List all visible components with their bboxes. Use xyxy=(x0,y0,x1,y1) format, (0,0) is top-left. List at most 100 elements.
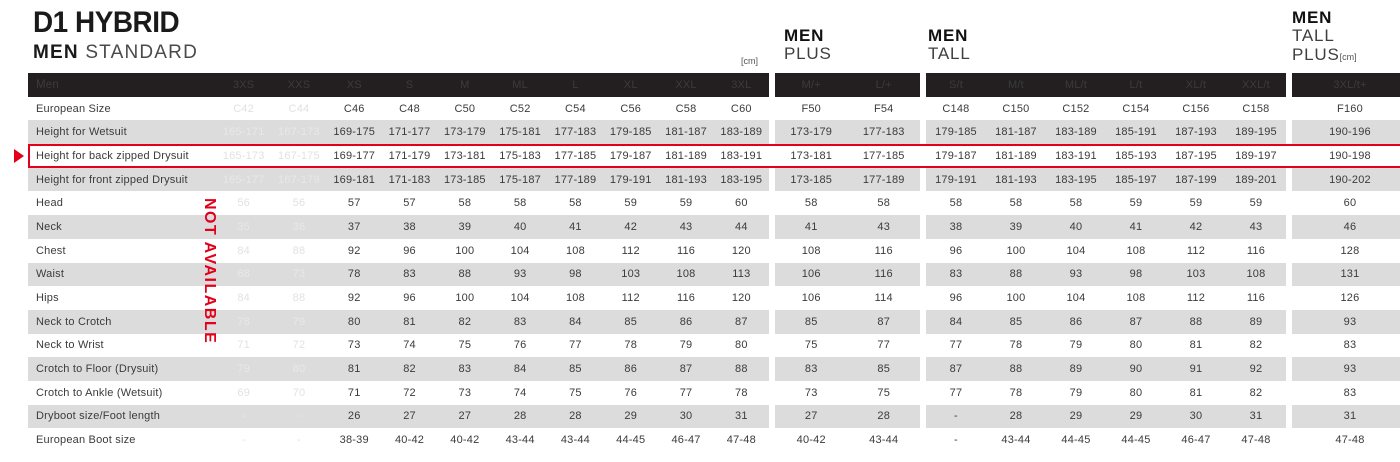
column-header-14[interactable]: ML/t xyxy=(1045,73,1106,97)
table-row: Crotch to Ankle (Wetsuit) 69 70 71 72 73 74 75 7… xyxy=(28,380,1400,405)
cell-value: 74 xyxy=(492,380,548,405)
column-header-18[interactable]: 3XL/t+ xyxy=(1291,73,1400,97)
table-row: Crotch to Floor (Drysuit) 79 80 81 82 83 84 85 8… xyxy=(28,357,1400,381)
table-body: European Size C42 C44 C46 C48 C50 C52 C54 C56 C58… xyxy=(28,96,1400,452)
cell-value: 46 xyxy=(1291,215,1400,239)
cell-value: C46 xyxy=(326,96,382,121)
cell-value: 131 xyxy=(1291,262,1400,287)
cell-value: - xyxy=(271,404,327,429)
column-header-16[interactable]: XL/t xyxy=(1165,73,1226,97)
cell-value: 58 xyxy=(1045,191,1106,216)
column-header-1[interactable]: XXS xyxy=(271,73,327,97)
column-group-gap xyxy=(1285,404,1292,429)
column-group-gap xyxy=(768,333,775,358)
cell-value: C42 xyxy=(216,96,272,121)
column-group-gap xyxy=(919,357,926,381)
cell-value: 181-189 xyxy=(658,144,714,168)
row-label: Height for front zipped Drysuit xyxy=(28,167,216,192)
column-group-gap xyxy=(919,262,926,287)
column-header-10[interactable]: M/+ xyxy=(774,73,848,97)
table-row: Neck 35 36 37 38 39 40 41 42 43 44 41 43 38 39 40 41 42 43… xyxy=(28,215,1400,239)
column-header-0[interactable]: 3XS xyxy=(216,73,272,97)
column-header-12[interactable]: S/t xyxy=(925,73,986,97)
cell-value: C48 xyxy=(381,96,438,121)
column-header-6[interactable]: L xyxy=(547,73,604,97)
cell-value: 37 xyxy=(326,215,382,239)
row-label: Dryboot size/Foot length xyxy=(28,404,216,429)
row-label: Hips xyxy=(28,286,216,310)
table-row: Waist 68 73 78 83 88 93 98 103 108 113 106 116 83 88 93… xyxy=(28,262,1400,287)
cell-value: 41 xyxy=(774,215,848,239)
table-row: Neck to Crotch 78 79 80 81 82 83 84 85 86 87 85 87 84… xyxy=(28,309,1400,334)
cell-value: 91 xyxy=(1165,357,1226,381)
cell-value: 179-191 xyxy=(603,167,659,192)
cell-value: 72 xyxy=(271,333,327,358)
cell-value: 79 xyxy=(271,309,327,334)
cell-value: 80 xyxy=(713,333,769,358)
cell-value: 92 xyxy=(326,286,382,310)
column-header-7[interactable]: XL xyxy=(603,73,659,97)
cell-value: 173-179 xyxy=(774,120,848,145)
cell-value: 78 xyxy=(985,333,1046,358)
cell-value: 77 xyxy=(658,380,714,405)
column-header-11[interactable]: L/+ xyxy=(847,73,920,97)
cell-value: 77 xyxy=(847,333,920,358)
column-group-gap xyxy=(768,262,775,287)
row-label: Crotch to Ankle (Wetsuit) xyxy=(28,380,216,405)
cell-value: - xyxy=(216,404,272,429)
cell-value: 103 xyxy=(1165,262,1226,287)
column-header-15[interactable]: L/t xyxy=(1105,73,1166,97)
cell-value: C52 xyxy=(492,96,548,121)
cell-value: 173-181 xyxy=(437,144,493,168)
cell-value: 79 xyxy=(658,333,714,358)
cell-value: 89 xyxy=(1225,309,1286,334)
cell-value: 120 xyxy=(713,286,769,310)
row-label: Chest xyxy=(28,238,216,263)
cell-value: 89 xyxy=(1045,357,1106,381)
column-header-13[interactable]: M/t xyxy=(985,73,1046,97)
cell-value: 88 xyxy=(985,357,1046,381)
column-header-9[interactable]: 3XL xyxy=(713,73,769,97)
cell-value: 113 xyxy=(713,262,769,287)
cell-value: 108 xyxy=(658,262,714,287)
cell-value: 108 xyxy=(547,286,604,310)
cell-value: 30 xyxy=(1165,404,1226,429)
cell-value: 183-189 xyxy=(713,120,769,145)
cell-value: 78 xyxy=(985,380,1046,405)
cell-value: 112 xyxy=(1165,238,1226,263)
cell-value: 27 xyxy=(381,404,438,429)
column-header-3[interactable]: S xyxy=(381,73,438,97)
cell-value: 88 xyxy=(271,286,327,310)
cell-value: 78 xyxy=(603,333,659,358)
cell-value: 60 xyxy=(713,191,769,216)
column-group-gap xyxy=(768,96,775,121)
cell-value: C50 xyxy=(437,96,493,121)
column-header-5[interactable]: ML xyxy=(492,73,548,97)
cell-value: 177-183 xyxy=(847,120,920,145)
group-caption-men-tall-plus-word: PLUS xyxy=(1292,44,1340,64)
cell-value: 96 xyxy=(381,238,438,263)
column-header-4[interactable]: M xyxy=(437,73,493,97)
cell-value: 73 xyxy=(326,333,382,358)
cell-value: 46-47 xyxy=(1165,428,1226,452)
cell-value: 38-39 xyxy=(326,428,382,452)
cell-value: 179-191 xyxy=(925,167,986,192)
cell-value: 93 xyxy=(1291,309,1400,334)
row-label: European Size xyxy=(28,96,216,121)
cell-value: 85 xyxy=(603,309,659,334)
cell-value: 103 xyxy=(603,262,659,287)
column-header-8[interactable]: XXL xyxy=(658,73,714,97)
column-header-17[interactable]: XXL/t xyxy=(1225,73,1286,97)
cell-value: 56 xyxy=(271,191,327,216)
cell-value: 183-195 xyxy=(1045,167,1106,192)
cell-value: 75 xyxy=(437,333,493,358)
cell-value: 185-193 xyxy=(1105,144,1166,168)
cell-value: 173-179 xyxy=(437,120,493,145)
cell-value: 29 xyxy=(603,404,659,429)
cell-value: 58 xyxy=(985,191,1046,216)
cell-value: 77 xyxy=(925,380,986,405)
column-header-2[interactable]: XS xyxy=(326,73,382,97)
cell-value: 171-183 xyxy=(381,167,438,192)
cell-value: 43-44 xyxy=(492,428,548,452)
cell-value: 39 xyxy=(437,215,493,239)
